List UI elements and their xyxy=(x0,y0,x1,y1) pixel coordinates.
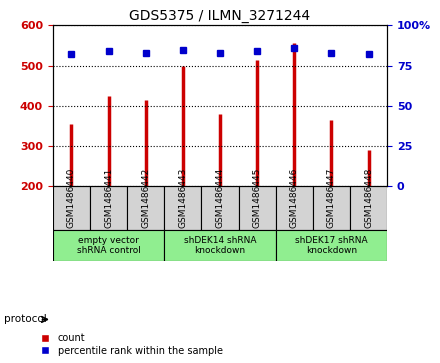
FancyBboxPatch shape xyxy=(90,186,127,230)
FancyBboxPatch shape xyxy=(276,186,313,230)
Text: GSM1486440: GSM1486440 xyxy=(67,168,76,228)
Text: empty vector
shRNA control: empty vector shRNA control xyxy=(77,236,140,255)
FancyBboxPatch shape xyxy=(53,230,164,261)
Text: GSM1486441: GSM1486441 xyxy=(104,168,113,228)
Text: GSM1486447: GSM1486447 xyxy=(327,168,336,228)
FancyBboxPatch shape xyxy=(164,186,202,230)
FancyBboxPatch shape xyxy=(202,186,238,230)
Text: shDEK17 shRNA
knockdown: shDEK17 shRNA knockdown xyxy=(295,236,368,255)
Text: GSM1486445: GSM1486445 xyxy=(253,168,262,228)
FancyBboxPatch shape xyxy=(127,186,164,230)
Text: GSM1486442: GSM1486442 xyxy=(141,168,150,228)
FancyBboxPatch shape xyxy=(350,186,387,230)
FancyBboxPatch shape xyxy=(53,186,90,230)
Text: GSM1486446: GSM1486446 xyxy=(290,168,299,228)
Legend: count, percentile rank within the sample: count, percentile rank within the sample xyxy=(40,333,223,356)
Text: GSM1486443: GSM1486443 xyxy=(178,168,187,228)
Text: GSM1486444: GSM1486444 xyxy=(216,168,224,228)
Text: shDEK14 shRNA
knockdown: shDEK14 shRNA knockdown xyxy=(184,236,256,255)
Text: protocol: protocol xyxy=(4,314,47,325)
FancyBboxPatch shape xyxy=(313,186,350,230)
FancyBboxPatch shape xyxy=(276,230,387,261)
FancyBboxPatch shape xyxy=(238,186,276,230)
Title: GDS5375 / ILMN_3271244: GDS5375 / ILMN_3271244 xyxy=(129,9,311,23)
FancyBboxPatch shape xyxy=(164,230,276,261)
Text: GSM1486448: GSM1486448 xyxy=(364,168,373,228)
